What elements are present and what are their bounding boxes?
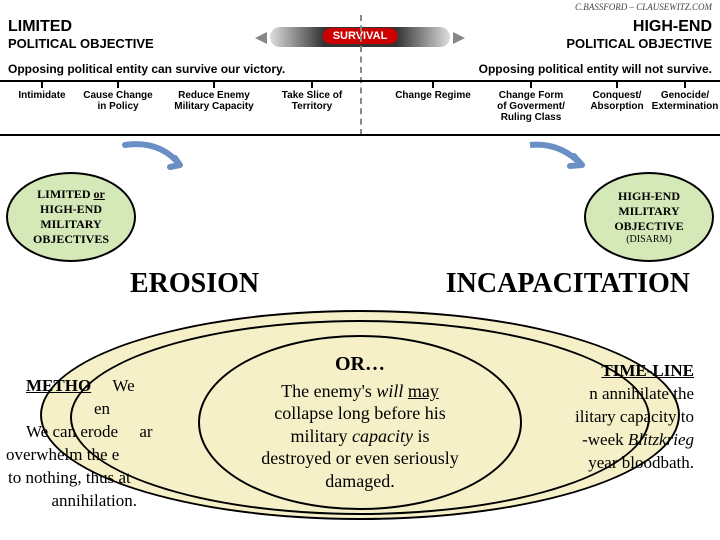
tick-mark [213, 80, 215, 88]
horizontal-rule-2 [0, 134, 720, 136]
tick-mark [311, 80, 313, 88]
circle-left-line3: MILITARY [40, 217, 101, 232]
circle-right-line1: HIGH-END [618, 189, 680, 204]
survive-text-left: Opposing political entity can survive ou… [8, 62, 285, 76]
circle-left-line4: OBJECTIVES [33, 232, 109, 247]
right-title-main: HIGH-END [633, 18, 712, 35]
right-political-title: HIGH-END POLITICAL OBJECTIVE [566, 18, 712, 51]
circle-right-line3: OBJECTIVE [614, 219, 683, 234]
sub-objective-4: Change Regime [388, 90, 478, 101]
left-political-title: LIMITED POLITICAL OBJECTIVE [8, 18, 154, 51]
sub-objective-1: Cause Changein Policy [78, 90, 158, 112]
circle-right-line2: MILITARY [618, 204, 679, 219]
sub-objective-7: Genocide/Extermination [650, 90, 720, 112]
circle-limited-objectives: LIMITED or HIGH-END MILITARY OBJECTIVES [6, 172, 136, 262]
horizontal-rule-1 [0, 80, 720, 82]
spectrum-arrow-right-icon [453, 32, 465, 44]
left-title-sub: POLITICAL OBJECTIVE [8, 36, 154, 51]
heading-erosion: EROSION [130, 268, 259, 300]
swoop-arrow-right-icon [520, 140, 600, 180]
circle-right-line4: (DISARM) [626, 234, 672, 245]
attribution-text: C.BASSFORD – CLAUSEWITZ.COM [575, 2, 712, 12]
tick-mark [432, 80, 434, 88]
heading-incapacitation: INCAPACITATION [446, 268, 690, 300]
right-title-sub: POLITICAL OBJECTIVE [566, 36, 712, 51]
timeline-label: TIME-LINE [601, 361, 694, 380]
tick-mark [41, 80, 43, 88]
tick-mark [684, 80, 686, 88]
or-label: OR… [335, 353, 385, 376]
circle-highend-objective: HIGH-END MILITARY OBJECTIVE (DISARM) [584, 172, 714, 262]
sub-objective-6: Conquest/Absorption [582, 90, 652, 112]
tick-mark [530, 80, 532, 88]
sub-objectives-row: Intimidate Cause Changein Policy Reduce En… [0, 86, 720, 132]
circle-left-line2: HIGH-END [40, 202, 102, 217]
ellipse-body-text: The enemy's will may collapse long befor… [261, 380, 458, 493]
swoop-arrow-left-icon [120, 140, 200, 180]
tick-mark [117, 80, 119, 88]
center-ellipse: OR… The enemy's will may collapse long b… [198, 335, 522, 510]
survive-text-right: Opposing political entity will not survi… [479, 62, 712, 76]
sub-objective-3: Take Slice ofTerritory [272, 90, 352, 112]
left-title-main: LIMITED [8, 18, 72, 35]
spectrum-arrow-left-icon [255, 32, 267, 44]
sub-objective-2: Reduce EnemyMilitary Capacity [164, 90, 264, 112]
sub-objective-5: Change Formof Goverment/Ruling Class [486, 90, 576, 123]
method-label: METHO [26, 376, 91, 395]
tick-mark [616, 80, 618, 88]
circle-left-line1: LIMITED or [37, 187, 105, 202]
sub-objective-0: Intimidate [12, 90, 72, 101]
